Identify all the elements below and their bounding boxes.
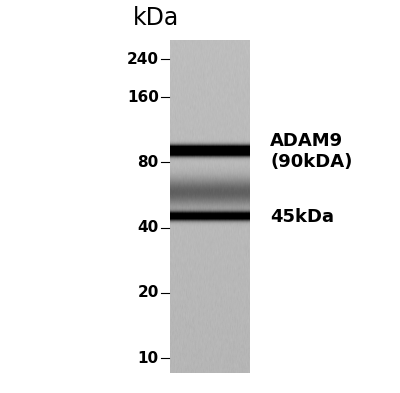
Text: 240: 240: [127, 51, 159, 66]
Text: kDa: kDa: [133, 6, 180, 30]
Text: ADAM9
(90kDA): ADAM9 (90kDA): [270, 132, 352, 171]
Text: 20: 20: [138, 285, 159, 300]
Text: 160: 160: [127, 90, 159, 105]
Text: 45kDa: 45kDa: [270, 208, 334, 226]
Text: 80: 80: [138, 155, 159, 170]
Text: 10: 10: [138, 351, 159, 365]
Text: 40: 40: [138, 220, 159, 235]
